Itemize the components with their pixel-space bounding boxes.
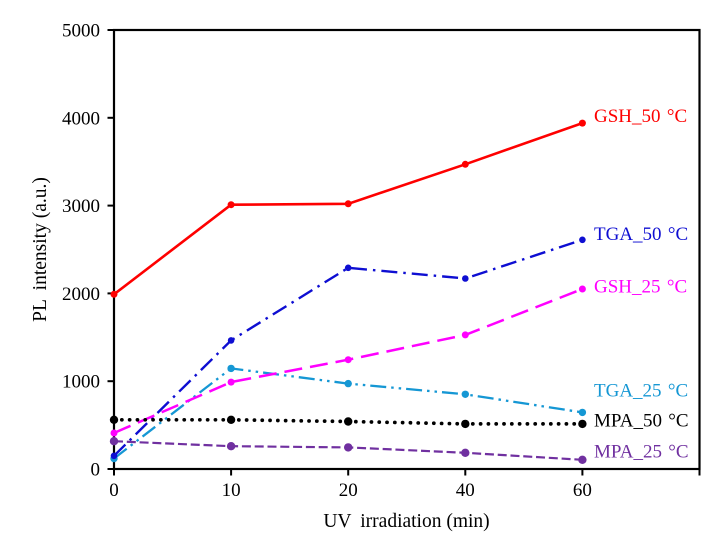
svg-text:MPA_25 °C: MPA_25 °C [594, 442, 689, 463]
svg-text:10: 10 [222, 480, 241, 501]
svg-text:0: 0 [109, 480, 119, 501]
svg-text:PL intensity (a.u.): PL intensity (a.u.) [30, 177, 51, 322]
svg-text:1000: 1000 [62, 372, 100, 393]
svg-text:20: 20 [339, 480, 358, 501]
svg-text:GSH_50 °C: GSH_50 °C [594, 106, 687, 127]
svg-text:60: 60 [573, 480, 592, 501]
svg-text:TGA_50 °C: TGA_50 °C [594, 224, 688, 245]
svg-text:2000: 2000 [62, 284, 100, 305]
svg-text:3000: 3000 [62, 196, 100, 217]
svg-text:TGA_25 °C: TGA_25 °C [594, 381, 688, 402]
svg-text:0: 0 [91, 460, 101, 481]
svg-text:5000: 5000 [62, 21, 100, 42]
svg-text:GSH_25 °C: GSH_25 °C [594, 277, 687, 298]
svg-text:4000: 4000 [62, 108, 100, 129]
svg-text:UV irradiation (min): UV irradiation (min) [323, 511, 489, 532]
svg-text:MPA_50 °C: MPA_50 °C [594, 411, 689, 432]
svg-text:40: 40 [456, 480, 475, 501]
